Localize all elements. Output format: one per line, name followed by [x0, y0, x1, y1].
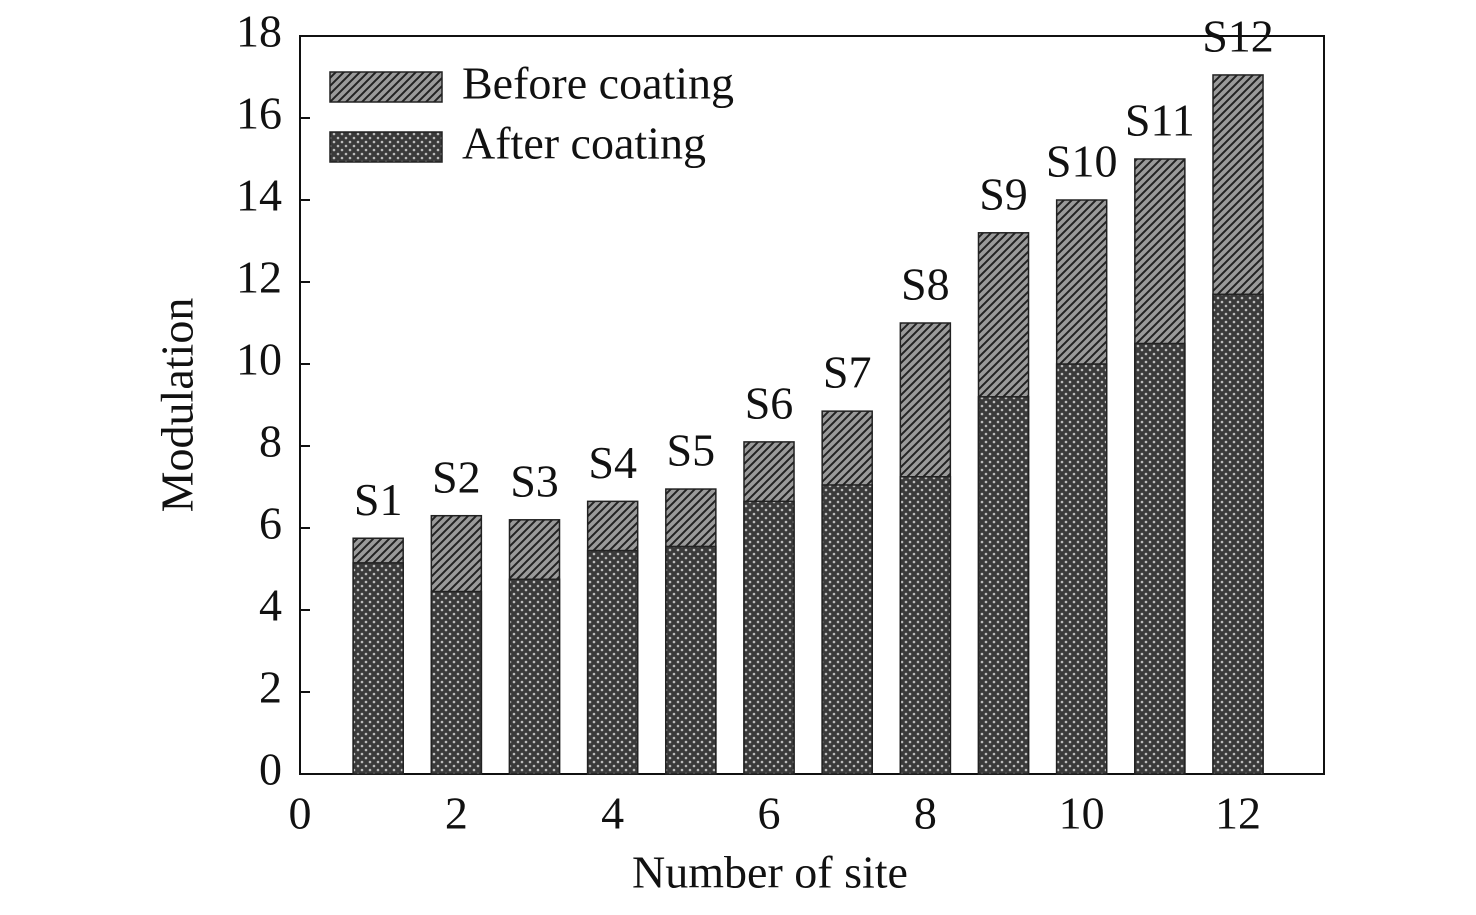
bar [977, 396, 1030, 775]
bar [665, 545, 717, 775]
bar-label: S11 [1125, 95, 1195, 146]
bar-label: S4 [588, 437, 637, 488]
bar [586, 549, 639, 775]
x-axis-label: Number of site [632, 847, 908, 898]
x-tick-label: 4 [601, 788, 624, 839]
y-tick-label: 12 [236, 252, 282, 303]
bar-label: S10 [1046, 136, 1118, 187]
y-tick-label: 0 [259, 744, 282, 795]
y-axis-label: Modulation [152, 298, 203, 513]
bar-label: S2 [432, 451, 481, 502]
plot-frame [299, 35, 1325, 775]
y-tick-label: 2 [259, 662, 282, 713]
bar [352, 562, 404, 775]
bar [1212, 293, 1264, 775]
legend-swatch [329, 131, 443, 163]
x-tick-label: 8 [914, 788, 937, 839]
bar-label: S8 [901, 259, 950, 310]
y-tick-label: 18 [236, 6, 282, 57]
y-tick-label: 4 [259, 580, 282, 631]
bar [821, 484, 873, 775]
legend-label: After coating [462, 118, 706, 169]
y-tick-label: 16 [236, 88, 282, 139]
y-tick-label: 6 [259, 498, 282, 549]
bar [508, 578, 561, 775]
x-tick-label: 6 [758, 788, 781, 839]
y-tick-label: 14 [236, 170, 282, 221]
bar [1055, 363, 1108, 775]
y-tick-label: 8 [259, 416, 282, 467]
y-tick-label: 10 [236, 334, 282, 385]
x-tick-label: 10 [1059, 788, 1105, 839]
bar [899, 476, 952, 775]
bar-label: S6 [745, 377, 794, 428]
bar-label: S7 [823, 347, 872, 398]
x-tick-label: 0 [289, 788, 312, 839]
bar-label: S5 [667, 425, 716, 476]
legend-label: Before coating [462, 58, 734, 109]
x-tick-label: 2 [445, 788, 468, 839]
bar-label: S3 [510, 455, 559, 506]
legend-swatch [329, 71, 443, 103]
bar-label: S12 [1202, 11, 1274, 62]
x-tick-label: 12 [1215, 788, 1261, 839]
bar-label: S1 [354, 474, 403, 525]
bar-label: S9 [979, 168, 1028, 219]
bar [430, 590, 483, 775]
bar [1134, 342, 1186, 775]
bar [743, 500, 795, 775]
